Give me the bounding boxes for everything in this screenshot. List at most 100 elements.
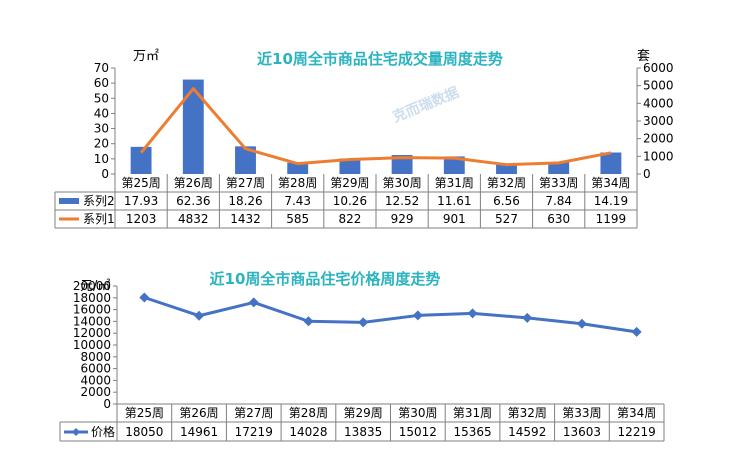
chart2-value-cell: 13603 <box>563 425 601 439</box>
chart1-legend-key-bar <box>59 198 79 204</box>
chart1-left-tick-label: 0 <box>101 167 109 181</box>
chart1-category-label: 第26周 <box>174 176 213 190</box>
chart1-bar <box>235 146 256 174</box>
chart2-tick-label: 20000 <box>73 279 111 293</box>
chart1-line-value-cell: 1199 <box>596 212 627 226</box>
chart1-left-tick-label: 30 <box>94 122 109 136</box>
chart1-right-tick-label: 2000 <box>643 132 674 146</box>
chart1-bar-value-cell: 7.84 <box>545 194 572 208</box>
chart1-bar <box>391 155 413 174</box>
chart1-bar <box>600 152 622 174</box>
chart1-bar <box>443 156 465 174</box>
chart2-category-label: 第29周 <box>344 406 383 420</box>
chart2-value-cell: 18050 <box>125 425 163 439</box>
chart2-point <box>631 326 642 337</box>
chart2-legend-key-marker <box>72 428 80 436</box>
chart2-tick-label: 2000 <box>80 385 111 399</box>
chart1-bar-value-cell: 12.52 <box>385 194 419 208</box>
chart2-tick-label: 18000 <box>73 291 111 305</box>
chart2-category-label: 第33周 <box>562 406 601 420</box>
chart1-left-unit: 万㎡ <box>133 49 159 64</box>
chart1-line-value-cell: 1432 <box>230 212 261 226</box>
chart1-line-value-cell: 1203 <box>126 212 157 226</box>
chart2-value-cell: 13835 <box>344 425 382 439</box>
chart2-value-cell: 14961 <box>180 425 218 439</box>
chart2-category-label: 第25周 <box>125 406 164 420</box>
chart2-point <box>467 308 478 319</box>
chart1-bar-value-cell: 17.93 <box>124 194 158 208</box>
chart1-bar <box>182 79 204 174</box>
chart1-category-label: 第34周 <box>591 176 630 190</box>
chart2-tick-label: 4000 <box>80 373 111 387</box>
chart1-category-label: 第27周 <box>226 176 265 190</box>
chart1-right-tick-label: 0 <box>643 167 651 181</box>
chart1-bar <box>130 146 152 174</box>
chart1-title: 近10周全市商品住宅成交量周度走势 <box>257 50 503 68</box>
chart2-category-label: 第27周 <box>234 406 273 420</box>
chart1-left-tick-label: 60 <box>94 76 109 90</box>
chart2-point <box>248 297 259 308</box>
chart2-point <box>576 318 587 329</box>
chart2-line-series <box>143 296 637 334</box>
chart2-title: 近10周全市商品住宅价格周度走势 <box>210 270 441 288</box>
chart1-right-tick-label: 6000 <box>643 61 674 75</box>
chart1-left-tick-label: 50 <box>94 91 109 105</box>
chart2-legend-label: 价格 <box>91 424 115 439</box>
chart2-value-cell: 17219 <box>235 425 273 439</box>
chart1-bar <box>287 162 309 174</box>
chart1-category-label: 第33周 <box>539 176 578 190</box>
chart1-line-value-cell: 630 <box>547 212 570 226</box>
chart1-bar-value-cell: 7.43 <box>284 194 311 208</box>
chart2-point <box>139 292 150 303</box>
chart2-tick-label: 16000 <box>73 303 111 317</box>
chart1-line-value-cell: 822 <box>338 212 361 226</box>
chart1-left-tick-label: 20 <box>94 137 109 151</box>
chart1-right-tick-label: 3000 <box>643 114 674 128</box>
chart2-point <box>303 316 314 327</box>
chart2-point <box>522 312 533 323</box>
chart2-tick-label: 0 <box>103 397 111 411</box>
chart1-line-value-cell: 901 <box>443 212 466 226</box>
chart2-category-label: 第28周 <box>289 406 328 420</box>
chart2-category-label: 第31周 <box>453 406 492 420</box>
chart2-point <box>358 317 369 328</box>
chart1-left-tick-label: 70 <box>94 61 109 75</box>
chart1-watermark: 克而瑞数据 <box>390 84 461 126</box>
chart1-legend-label: 系列1 <box>83 212 115 226</box>
chart2-value-cell: 14028 <box>289 425 327 439</box>
chart1-line-value-cell: 527 <box>495 212 518 226</box>
chart1-bar <box>496 164 517 174</box>
chart1-line-value-cell: 929 <box>391 212 414 226</box>
chart2-point <box>412 310 423 321</box>
chart1-category-label: 第31周 <box>435 176 474 190</box>
chart2-value-cell: 14592 <box>508 425 546 439</box>
chart1-category-label: 第32周 <box>487 176 526 190</box>
chart1-category-label: 第30周 <box>382 176 421 190</box>
chart1-bar-value-cell: 11.61 <box>437 194 471 208</box>
chart2-value-cell: 12219 <box>618 425 656 439</box>
chart1-left-tick-label: 10 <box>94 152 109 166</box>
chart1-right-tick-label: 1000 <box>643 149 674 163</box>
chart2-tick-label: 12000 <box>73 326 111 340</box>
chart1-line-series <box>139 87 612 167</box>
chart1-legend-label: 系列2 <box>83 194 115 208</box>
chart2-category-label: 第30周 <box>398 406 437 420</box>
chart1-bar-value-cell: 10.26 <box>333 194 367 208</box>
chart2-tick-label: 8000 <box>80 350 111 364</box>
chart1-bar-value-cell: 18.26 <box>228 194 262 208</box>
chart2-point <box>194 310 205 321</box>
chart1-right-tick-label: 4000 <box>643 96 674 110</box>
chart2-left-unit: 元/㎡ <box>80 279 110 294</box>
chart1-right-unit: 套 <box>637 48 650 64</box>
chart2-category-label: 第32周 <box>508 406 547 420</box>
chart1-bar-value-cell: 6.56 <box>493 194 520 208</box>
chart2-tick-label: 14000 <box>73 314 111 328</box>
chart1-bar-value-cell: 62.36 <box>176 194 210 208</box>
chart1-bar <box>339 158 361 174</box>
chart2-category-label: 第26周 <box>179 406 218 420</box>
chart1-right-tick-label: 5000 <box>643 79 674 93</box>
chart2-tick-label: 10000 <box>73 338 111 352</box>
chart2-category-label: 第34周 <box>617 406 656 420</box>
chart2-tick-label: 6000 <box>80 362 111 376</box>
